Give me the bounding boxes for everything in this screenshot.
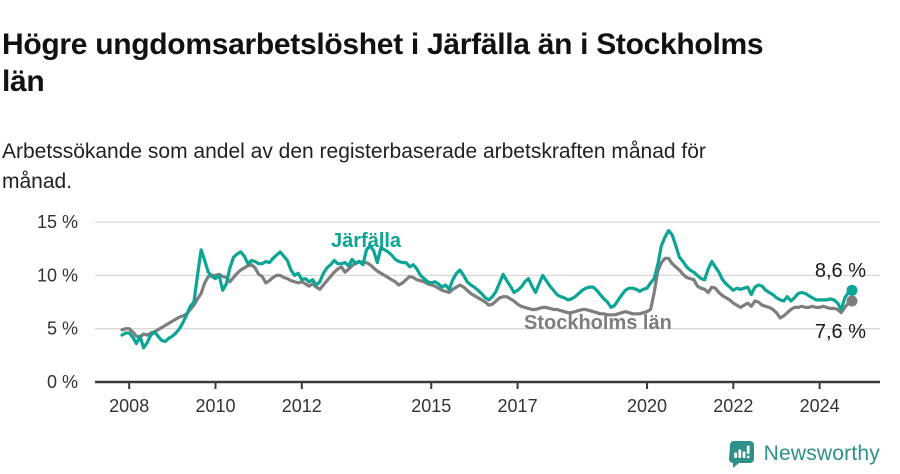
bar-2 <box>738 449 741 458</box>
end-value-label-j-rf-lla: 8,6 % <box>815 260 866 282</box>
subtitle-line-2: månad. <box>2 170 73 193</box>
x-tick-label-2015: 2015 <box>411 396 451 416</box>
x-tick-label-2010: 2010 <box>195 396 235 416</box>
bar-1 <box>733 452 737 458</box>
series-label-stockholms-l-n: Stockholms län <box>524 312 672 334</box>
speech-bubble-shape <box>728 440 754 468</box>
newsworthy-logo-icon <box>728 440 754 468</box>
title-line-1: Högre ungdomsarbetslöshet i Järfälla än … <box>2 28 764 62</box>
x-tick-label-2024: 2024 <box>800 396 840 416</box>
y-tick-label-0: 0 % <box>47 372 78 392</box>
subtitle-line-1: Arbetssökande som andel av den registerb… <box>2 140 706 163</box>
end-dot-stockholms-l-n <box>846 295 858 307</box>
bar-3 <box>742 451 746 458</box>
brand-footer: Newsworthy <box>728 439 880 469</box>
series-label-j-rf-lla: Järfälla <box>331 230 402 252</box>
y-tick-label-10: 10 % <box>37 265 78 285</box>
title-line-2: län <box>2 65 45 99</box>
y-tick-label-5: 5 % <box>47 319 78 339</box>
exclamation-stem <box>746 445 750 454</box>
x-tick-label-2020: 2020 <box>627 396 667 416</box>
x-tick-label-2008: 2008 <box>109 396 149 416</box>
series-line-stockholms-l-n <box>120 256 854 339</box>
x-tick-label-2022: 2022 <box>713 396 753 416</box>
series-line-j-rf-lla <box>120 229 854 350</box>
x-tick-label-2017: 2017 <box>498 396 538 416</box>
page-title: Högre ungdomsarbetslöshet i Järfälla än … <box>2 26 898 100</box>
end-value-label-stockholms-l-n: 7,6 % <box>815 321 866 343</box>
chart-subtitle: Arbetssökande som andel av den registerb… <box>2 137 822 197</box>
end-dot-j-rf-lla <box>846 284 858 296</box>
y-tick-label-15: 15 % <box>37 212 78 232</box>
x-tick-label-2012: 2012 <box>282 396 322 416</box>
brand-name: Newsworthy <box>763 442 880 465</box>
exclamation-dot <box>746 455 750 458</box>
